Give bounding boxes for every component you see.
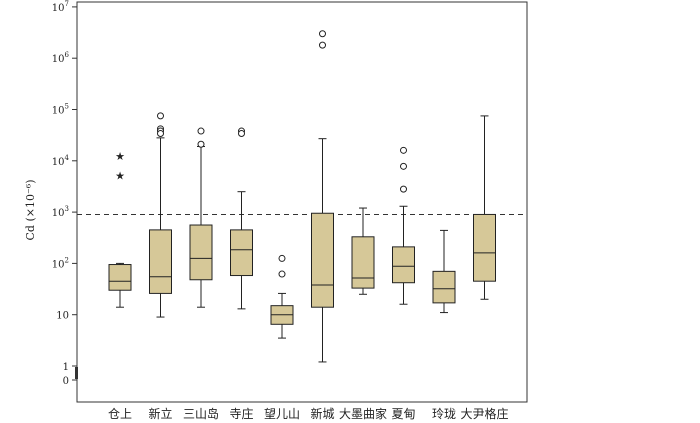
outlier-point <box>157 112 164 120</box>
outlier-point <box>278 270 286 278</box>
box-group <box>432 229 456 314</box>
y-tick-label: 106 <box>52 51 70 65</box>
y-tick-label: 104 <box>52 154 70 168</box>
box-group <box>189 127 213 308</box>
boxes-layer: ★★ <box>108 30 496 363</box>
category-label: 望儿山 <box>264 407 300 421</box>
iqr-box <box>108 264 132 291</box>
outlier-point <box>400 162 407 170</box>
iqr-box <box>311 212 334 308</box>
category-label: 三山岛 <box>183 406 219 421</box>
box-group <box>351 207 375 295</box>
y-tick-label: 102 <box>52 256 69 270</box>
category-label: 寺庄 <box>229 406 253 421</box>
iqr-box <box>351 236 375 289</box>
plot-frame <box>76 1 528 403</box>
extreme-point: ★ <box>115 150 125 163</box>
outlier-point <box>400 146 407 154</box>
y-tick-label-zero: 0 <box>63 376 69 387</box>
y-tick-label: 10 <box>56 311 69 322</box>
category-label: 仓上 <box>108 407 132 421</box>
y-tick-label: 1 <box>63 362 69 373</box>
y-tick-label: 105 <box>52 103 69 117</box>
box-group <box>230 127 253 310</box>
category-label: 玲珑 <box>432 407 456 421</box>
category-label: 大墨曲家 <box>339 406 387 421</box>
iqr-box <box>230 229 253 277</box>
box-group <box>270 254 294 339</box>
y-tick-label: 103 <box>52 205 69 219</box>
box-group <box>149 112 172 318</box>
outlier-point <box>319 41 326 49</box>
iqr-box <box>149 229 172 294</box>
box-group <box>473 115 496 300</box>
box-group: ★★ <box>108 150 132 308</box>
axis-break-mark <box>75 367 78 379</box>
category-label: 新城 <box>310 406 334 421</box>
box-group <box>311 30 334 363</box>
outlier-point <box>197 140 205 148</box>
outlier-point <box>319 30 326 38</box>
outlier-point <box>278 254 286 262</box>
outlier-point <box>157 130 164 138</box>
y-axis: 1 10 102 103 104 105 106 107 0 <box>52 0 78 387</box>
outlier-point <box>197 127 205 135</box>
y-axis-title: Cd (×10⁻⁶) <box>24 180 37 241</box>
iqr-box <box>432 270 456 304</box>
x-axis: 仓上 新立 三山岛 寺庄 望儿山 新城 大墨曲家 夏甸 玲珑 大尹格庄 <box>108 406 509 421</box>
box-group <box>392 146 415 305</box>
iqr-box <box>392 246 415 284</box>
iqr-box <box>473 213 496 282</box>
category-label: 新立 <box>148 406 172 421</box>
outlier-point <box>400 185 407 193</box>
extreme-point: ★ <box>115 169 125 182</box>
outlier-point <box>238 130 245 138</box>
iqr-box <box>189 224 213 281</box>
category-label: 大尹格庄 <box>460 406 508 421</box>
category-label: 夏甸 <box>391 407 415 421</box>
y-tick-label: 107 <box>52 0 69 14</box>
